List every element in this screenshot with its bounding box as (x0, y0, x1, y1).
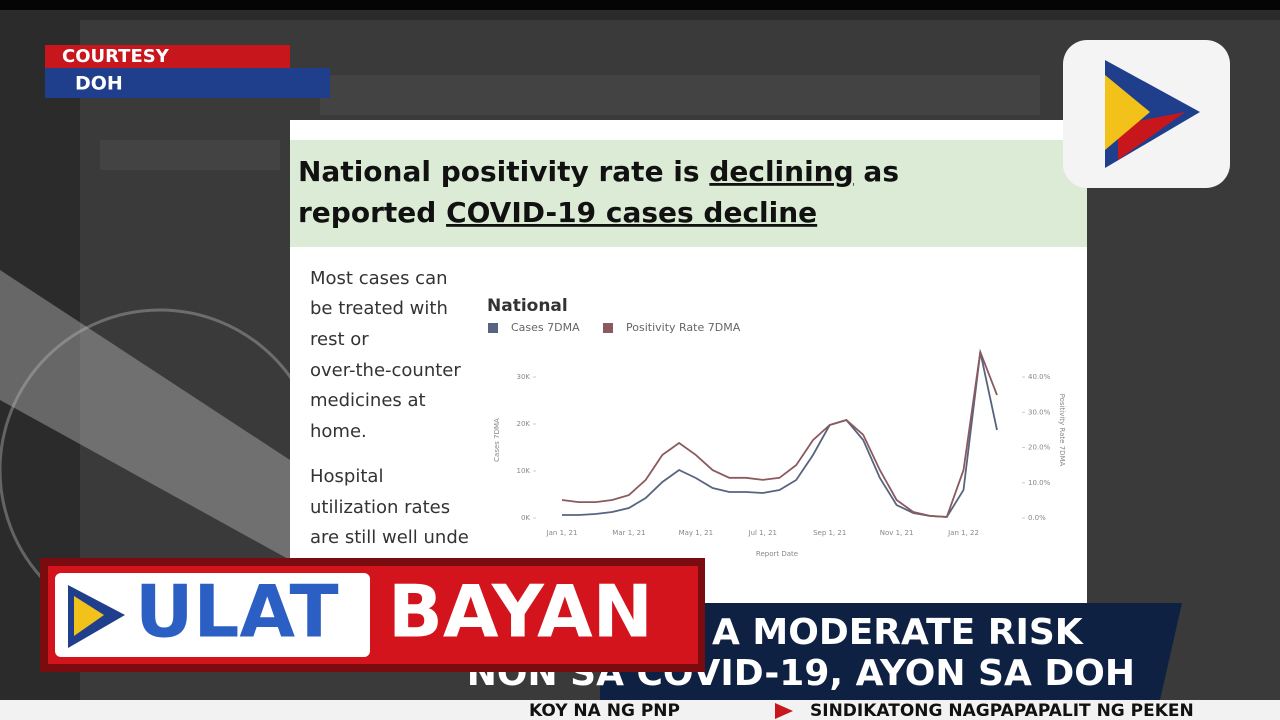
slide-body: Most cases can be treated with rest or over… (310, 268, 469, 548)
body-line: medicines at (310, 390, 426, 411)
x-tick-label: Jan 1, 21 (546, 529, 578, 537)
body-line: home. (310, 421, 367, 442)
y2-axis-label: Positivity Rate 7DMA (1058, 394, 1066, 467)
x-axis-label: Report Date (756, 550, 798, 558)
chart-title: National (487, 296, 568, 316)
legend-label: Cases 7DMA (511, 321, 580, 334)
title-text: declining (709, 155, 853, 188)
chart: National Report Date Cases 7DMA Positivi… (487, 296, 1066, 558)
y-tick-label: 10K (517, 467, 531, 475)
ticker-item: SINDIKATONG NAGPAPAPALIT NG PEKEN (810, 701, 1194, 720)
title-text: COVID-19 cases decline (446, 196, 817, 229)
body-line: over-the-counter (310, 360, 461, 381)
x-tick-label: Jul 1, 21 (748, 529, 777, 537)
y-tick-label: 20K (517, 420, 531, 428)
y2-tick-label: 10.0% (1028, 479, 1051, 487)
x-tick-label: Jan 1, 22 (947, 529, 979, 537)
program-name: ULAT (135, 570, 339, 654)
program-name: BAYAN (388, 570, 653, 654)
headline-strip (600, 603, 1182, 700)
courtesy-label: COURTESY (62, 46, 170, 67)
body-line: utilization rates (310, 497, 450, 518)
courtesy-source: DOH (75, 73, 123, 95)
title-text: National positivity rate is (298, 155, 709, 188)
body-line: be treated with (310, 298, 448, 319)
y-axis-label: Cases 7DMA (493, 418, 501, 462)
program-logo (74, 596, 104, 636)
logo-yellow (1105, 75, 1150, 150)
slide-title-line: reported COVID-19 cases decline (298, 196, 817, 229)
x-tick-label: Sep 1, 21 (813, 529, 846, 537)
top-bar (0, 0, 1280, 10)
y-tick-label: 0K (521, 514, 530, 522)
program-box (55, 573, 370, 657)
blurred-text (320, 75, 1040, 115)
ticker-bullet (775, 703, 793, 719)
blurred-text (100, 140, 280, 170)
x-tick-label: Mar 1, 21 (612, 529, 645, 537)
decor-wedge (0, 270, 290, 560)
source-tag (45, 68, 330, 98)
legend-label: Positivity Rate 7DMA (626, 321, 741, 334)
body-line: Hospital (310, 466, 383, 487)
y2-tick-label: 0.0% (1028, 514, 1046, 522)
ticker (0, 700, 1280, 720)
title-text: reported (298, 196, 446, 229)
y2-tick-label: 40.0% (1028, 373, 1051, 381)
y2-tick-label: 20.0% (1028, 444, 1051, 452)
legend-swatch (488, 323, 498, 333)
slide-header (290, 140, 1087, 247)
title-text: as (854, 155, 899, 188)
x-tick-label: May 1, 21 (679, 529, 714, 537)
body-line: rest or (310, 329, 369, 350)
slide-title-line: National positivity rate is declining as (298, 155, 899, 188)
body-line: are still well unde (310, 527, 469, 548)
courtesy-tag (45, 45, 290, 68)
series-line (561, 348, 998, 518)
legend-swatch (603, 323, 613, 333)
y2-tick-label: 30.0% (1028, 408, 1051, 416)
y-tick-label: 30K (517, 373, 531, 381)
body-line: Most cases can (310, 268, 448, 289)
x-tick-label: Nov 1, 21 (880, 529, 914, 537)
headline: A MODERATE RISK (712, 612, 1084, 653)
ticker-item: KOY NA NG PNP (529, 701, 680, 720)
